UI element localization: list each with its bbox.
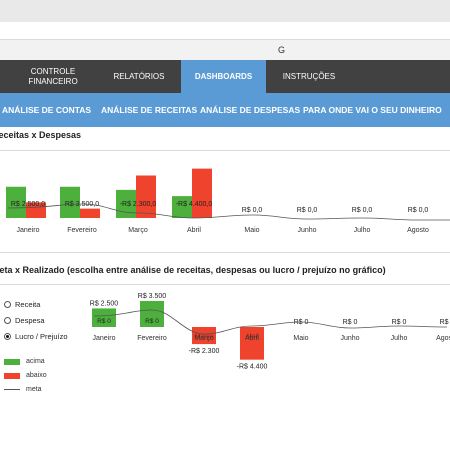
x-tick-label: Março <box>194 335 214 342</box>
subtab-analise-receitas[interactable]: ANÁLISE DE RECEITAS <box>101 105 198 115</box>
data-label: -R$ 4.400 <box>237 364 268 371</box>
data-label: R$ 0 <box>392 319 407 326</box>
x-tick-label: Abril <box>187 227 201 234</box>
legend-meta: meta <box>4 386 42 393</box>
data-label: -R$ 2.300 <box>189 348 220 355</box>
receitas-despesas-chart: Janeiro R$ 2.500,0 Fevereiro R$ 3.500,0 Març… <box>6 168 450 234</box>
receita-bar <box>6 186 26 218</box>
meta-realizado-chart: R$ 2.500 R$ 0 Janeiro R$ 3.500 R$ 0 Fevereiro… <box>90 293 450 371</box>
line-swatch-icon <box>4 389 20 390</box>
option-despesa[interactable]: Despesa <box>4 316 45 325</box>
x-tick-label: Junho <box>340 335 359 342</box>
data-label: R$ 0 <box>440 319 450 326</box>
x-tick-label: Maio <box>293 335 308 342</box>
option-label: Despesa <box>15 316 45 325</box>
legend-abaixo: abaixo <box>4 372 47 379</box>
tab-label: DASHBOARDS <box>194 71 253 81</box>
trend-line <box>7 203 450 221</box>
inner-label: Março <box>195 333 213 340</box>
legend-label: meta <box>26 386 42 393</box>
inner-label: R$ 0 <box>97 318 111 325</box>
receita-bar <box>172 196 192 218</box>
sub-tab-bar: ANÁLISE DE CONTAS ANÁLISE DE RECEITAS AN… <box>0 93 450 127</box>
x-tick-label: Abril <box>245 335 259 342</box>
radio-selected-icon <box>4 333 11 340</box>
divider <box>0 150 450 151</box>
legend-label: acima <box>26 358 45 365</box>
x-tick-label: Junho <box>297 227 316 234</box>
tab-controle-financeiro[interactable]: CONTROLE FINANCEIRO <box>12 60 94 93</box>
data-label: R$ 2.500 <box>90 300 119 307</box>
abaixo-bar <box>240 327 264 360</box>
meta-line <box>93 309 448 335</box>
tab-dashboards[interactable]: DASHBOARDS <box>181 60 266 93</box>
x-tick-label: Maio <box>244 227 259 234</box>
data-label: R$ 2.500,0 <box>11 201 45 208</box>
data-label: R$ 0 <box>343 319 358 326</box>
receita-bar <box>60 186 80 218</box>
despesa-bar <box>80 208 100 218</box>
x-tick-label: Julho <box>391 335 408 342</box>
x-tick-label: Janeiro <box>17 227 40 234</box>
tab-label: INSTRUÇÕES <box>282 71 336 81</box>
option-label: Receita <box>15 300 41 309</box>
radio-icon <box>4 301 11 308</box>
chart2-title: Meta x Realizado (escolha entre análise … <box>0 265 386 275</box>
x-tick-label: Fevereiro <box>67 227 97 234</box>
divider <box>0 252 450 253</box>
acima-bar <box>140 301 164 327</box>
legend-label: abaixo <box>26 372 47 379</box>
option-label: Lucro / Prejuízo <box>15 332 68 341</box>
x-tick-label: Janeiro <box>93 335 116 342</box>
radio-icon <box>4 317 11 324</box>
tab-relatorios[interactable]: RELATÓRIOS <box>104 60 174 93</box>
tab-label: CONTROLE FINANCEIRO <box>28 66 78 86</box>
data-label: R$ 3.500 <box>138 293 167 300</box>
data-label: R$ 0,0 <box>242 207 263 214</box>
inner-label: R$ 0 <box>145 318 159 325</box>
despesa-bar <box>26 202 46 218</box>
red-swatch-icon <box>4 372 20 379</box>
divider <box>0 284 450 285</box>
column-letter[interactable]: G <box>278 45 286 55</box>
x-tick-label: Fevereiro <box>137 335 167 342</box>
tab-label: RELATÓRIOS <box>113 71 165 81</box>
x-tick-label: Março <box>128 227 148 234</box>
chart1-title: Receitas x Despesas <box>0 130 82 140</box>
data-label: R$ 0,0 <box>408 207 429 214</box>
option-lucro-prejuizo[interactable]: Lucro / Prejuízo <box>4 332 68 341</box>
data-label: -R$ 2.300,0 <box>120 201 157 208</box>
despesa-bar <box>192 168 212 218</box>
tab-instrucoes[interactable]: INSTRUÇÕES <box>272 60 346 93</box>
data-label: R$ 0 <box>294 319 309 326</box>
data-label: R$ 0,0 <box>297 207 318 214</box>
x-tick-label: Agosto <box>407 227 429 234</box>
green-swatch-icon <box>4 358 20 365</box>
despesa-bar <box>136 175 156 218</box>
subtab-analise-despesas[interactable]: ANÁLISE DE DESPESAS <box>200 105 301 115</box>
data-label: R$ 3.500,0 <box>65 201 99 208</box>
main-tab-bar: CONTROLE FINANCEIRO RELATÓRIOS DASHBOARD… <box>0 60 450 93</box>
subtab-para-onde-vai[interactable]: PARA ONDE VAI O SEU DINHEIRO <box>303 105 442 115</box>
inner-label: Abril <box>245 333 259 340</box>
legend-acima: acima <box>4 358 45 365</box>
option-receita[interactable]: Receita <box>4 300 40 309</box>
data-label: R$ 0,0 <box>352 207 373 214</box>
subtab-analise-contas[interactable]: ANÁLISE DE CONTAS <box>2 105 92 115</box>
column-header-bar <box>0 39 450 61</box>
acima-bar <box>92 308 116 327</box>
data-label: -R$ 4.400,0 <box>176 201 213 208</box>
top-toolbar-area <box>0 0 450 22</box>
x-tick-label: Julho <box>354 227 371 234</box>
x-tick-label: Agosto <box>436 335 450 342</box>
abaixo-bar <box>192 327 216 345</box>
